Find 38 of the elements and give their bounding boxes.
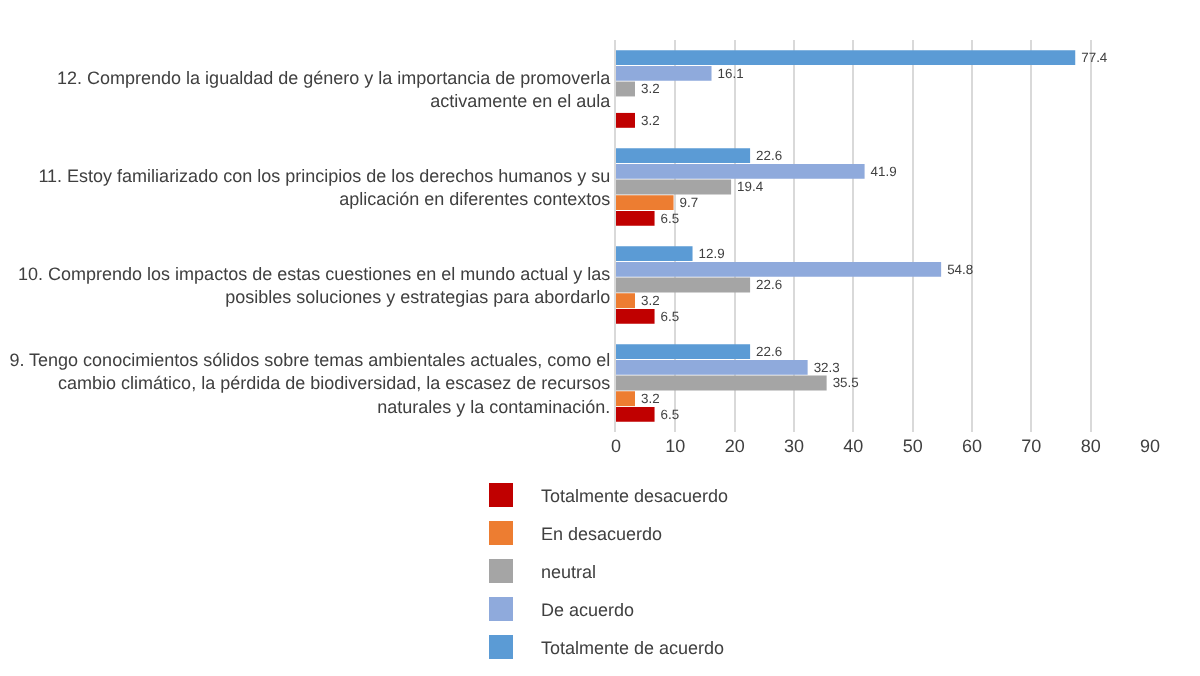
bar xyxy=(616,277,751,293)
x-tick-label: 50 xyxy=(902,436,923,456)
bar xyxy=(616,344,751,360)
x-tick-label: 0 xyxy=(610,436,622,456)
bar xyxy=(616,148,751,164)
legend-label: neutral xyxy=(541,562,597,583)
bar xyxy=(616,81,635,97)
bar xyxy=(616,308,655,324)
bar xyxy=(616,261,942,277)
y-tick-label: 10. Comprendo los impactos de estas cuestiones en el mundo actual y las posibles soluciones y estrategias para abordarlo xyxy=(18,263,612,307)
bar xyxy=(616,391,635,407)
bar xyxy=(616,293,635,309)
x-tick-label: 60 xyxy=(961,436,983,456)
x-tick-label: 20 xyxy=(724,436,745,456)
bar xyxy=(616,375,827,391)
bar xyxy=(616,195,674,211)
x-tick-label: 40 xyxy=(843,436,864,456)
bar xyxy=(616,163,865,179)
bar xyxy=(616,406,655,422)
legend-label: Totalmente de acuerdo xyxy=(541,638,725,659)
x-tick-label: 30 xyxy=(783,436,805,456)
x-tick-label: 90 xyxy=(1139,436,1161,456)
bar xyxy=(616,179,732,195)
bar xyxy=(616,246,693,262)
bar xyxy=(616,210,655,226)
x-tick-label: 80 xyxy=(1080,436,1101,456)
legend-label: De acuerdo xyxy=(541,600,635,621)
y-tick-label: 9. Tengo conocimientos sólidos sobre temas ambientales actuales, como el cambio climático, la pérdida de biodiversidad, la escasez de recursos naturales y la contaminación. xyxy=(9,349,612,417)
bar xyxy=(616,112,635,128)
bar xyxy=(616,65,712,81)
y-tick-label: 12. Comprendo la igualdad de género y la importancia de promoverla activamente en el aula xyxy=(57,67,611,111)
y-tick-label: 11. Estoy familiarizado con los principios de los derechos humanos y su aplicación en diferentes contextos xyxy=(38,165,612,209)
x-tick-label: 10 xyxy=(665,436,686,456)
legend-label: Totalmente desacuerdo xyxy=(541,486,729,507)
bar xyxy=(616,359,808,375)
x-tick-label: 70 xyxy=(1021,436,1042,456)
bar xyxy=(616,50,1076,66)
legend-label: En desacuerdo xyxy=(541,524,663,545)
